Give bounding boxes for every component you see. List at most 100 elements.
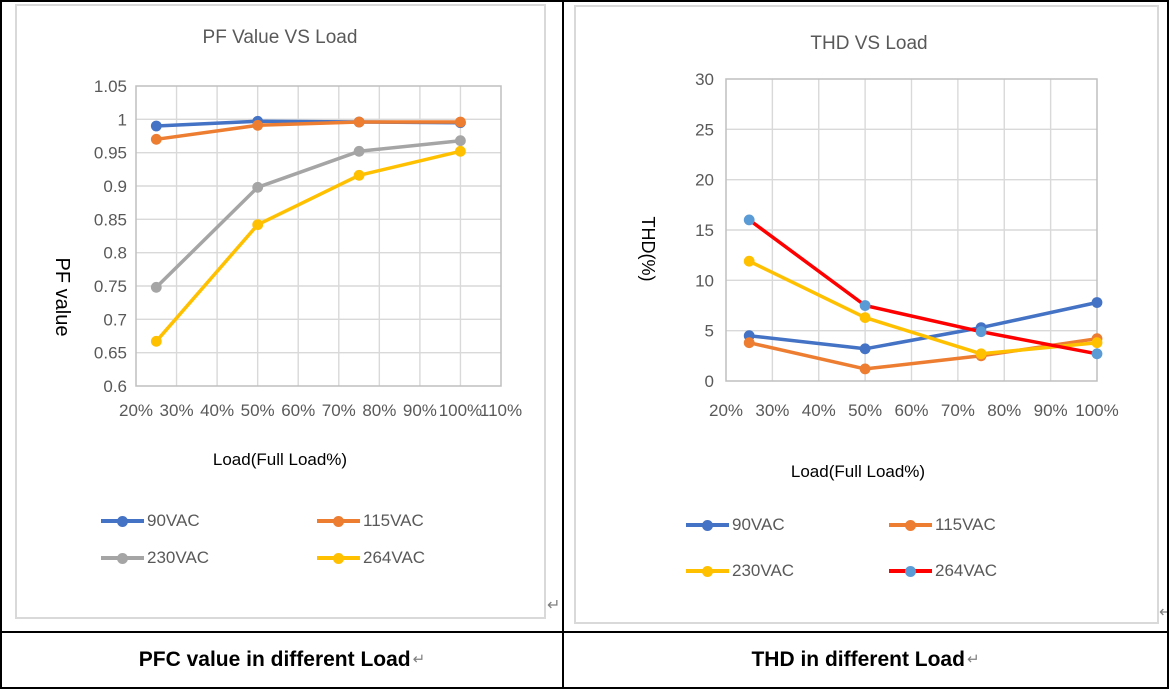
series-marker-115vac (150, 133, 162, 145)
x-axis-title: Load(Full Load%) (791, 462, 925, 481)
series-marker-230vac (150, 281, 162, 293)
series-marker-230vac (1091, 337, 1103, 349)
pf-chart-frame[interactable]: 0.6 0.65 0.7 0.75 0.8 0.85 0.9 0.95 1 1.05 20% 30% 4… (15, 4, 546, 619)
legend-marker-icon (117, 515, 128, 527)
pfc-caption-cell: PFC value in different Load ↵ (2, 633, 562, 687)
legend-label: 90VAC (147, 511, 200, 530)
series-marker-90vac (859, 343, 871, 355)
x-tick-label: 30% (160, 401, 194, 420)
series-line-90vac (747, 300, 1099, 351)
x-tick-label: 100% (1075, 401, 1118, 420)
legend-line (686, 565, 729, 577)
legend-label: 264VAC (363, 548, 426, 567)
x-tick-label: 90% (403, 401, 437, 420)
y-tick-label: 0.85 (94, 210, 127, 229)
series-line-230vac (154, 138, 463, 290)
y-tick-label: 25 (695, 120, 714, 139)
y-tick-label: 0.7 (103, 310, 127, 329)
x-tick-label: 50% (241, 401, 275, 420)
x-tick-label: 80% (362, 401, 396, 420)
thd-chart-frame[interactable]: 0 5 10 15 20 25 30 20% 30% 40% 50% 60% 70% 80% 90% 100%… (574, 5, 1159, 624)
thd-vs-load-plot: 0 5 10 15 20 25 30 20% 30% 40% 50% 60% 70% 80% 90% 100%… (638, 33, 1119, 481)
legend-label: 264VAC (935, 561, 998, 580)
legend-line (317, 515, 360, 527)
y-tick-label: 20 (695, 171, 714, 190)
series-marker-115vac (353, 116, 365, 128)
y-tick-label: 0.9 (103, 177, 127, 196)
y-tick-label: 0.8 (103, 244, 127, 263)
y-tick-label: 0.75 (94, 277, 127, 296)
legend-marker-icon (333, 552, 344, 564)
legend-item-264vac: 264VAC (317, 548, 425, 567)
x-tick-label: 30% (755, 401, 789, 420)
legend-label: 115VAC (935, 515, 996, 534)
x-tick-label: 100% (439, 401, 482, 420)
series-marker-264vac (1091, 348, 1103, 360)
return-mark: ↵ (547, 597, 561, 614)
x-tick-label: 80% (987, 401, 1021, 420)
caption-row: PFC value in different Load ↵ THD in dif… (2, 631, 1167, 687)
x-tick-label: 40% (802, 401, 836, 420)
y-axis-title: THD(%) (638, 217, 658, 282)
y-tick-label: 0.65 (94, 344, 127, 363)
series-marker-90vac (150, 120, 162, 132)
series-marker-230vac (252, 181, 264, 193)
legend-item-90vac: 90VAC (101, 511, 200, 530)
series-line-115vac (154, 120, 463, 142)
series-marker-230vac (743, 255, 755, 267)
x-tick-label: 20% (709, 401, 743, 420)
legend-item-115vac: 115VAC (889, 515, 996, 534)
legend-label: 230VAC (732, 561, 795, 580)
x-tick-label: 50% (848, 401, 882, 420)
x-tick-label: 90% (1034, 401, 1068, 420)
legend-label: 115VAC (363, 511, 424, 530)
x-tick-label: 40% (200, 401, 234, 420)
return-mark: ↵ (966, 651, 980, 668)
legend-marker-icon (905, 519, 916, 531)
table-column-divider (562, 2, 564, 687)
y-tick-label: 0 (705, 372, 714, 391)
y-tick-label: 10 (695, 271, 714, 290)
legend-label: 230VAC (147, 548, 210, 567)
return-mark: ↵ (412, 651, 426, 668)
y-tick-label: 0.6 (103, 377, 127, 396)
x-tick-label: 20% (119, 401, 153, 420)
legend-item-90vac: 90VAC (686, 515, 785, 534)
series-marker-264vac (353, 169, 365, 181)
series-marker-264vac (150, 335, 162, 347)
series-line-230vac (747, 259, 1099, 356)
series-line-264vac (154, 149, 463, 344)
x-tick-label: 60% (281, 401, 315, 420)
legend-line (101, 552, 144, 564)
legend-marker-icon (117, 552, 128, 564)
series-marker-90vac (1091, 297, 1103, 308)
thd-caption-text: THD in different Load (751, 648, 965, 671)
series-marker-115vac (743, 337, 755, 349)
series-marker-264vac (859, 300, 871, 311)
legend-marker-icon (905, 565, 916, 577)
plot-border (725, 78, 1098, 382)
y-tick-label: 1 (118, 110, 127, 129)
legend-item-230vac: 230VAC (101, 548, 209, 567)
y-axis-title: PF value (51, 258, 73, 337)
series-marker-230vac (859, 312, 871, 323)
x-axis-title: Load(Full Load%) (213, 450, 347, 469)
series-line-264vac (747, 218, 1099, 356)
legend-item-264vac: 264VAC (889, 561, 997, 580)
series-marker-230vac (353, 145, 365, 157)
series-marker-230vac (455, 135, 466, 147)
x-tick-label: 60% (894, 401, 928, 420)
pfc-caption-text: PFC value in different Load (138, 648, 411, 671)
y-tick-label: 5 (705, 322, 714, 341)
y-tick-label: 15 (695, 221, 714, 240)
legend-line (889, 519, 932, 531)
series-marker-115vac (252, 119, 264, 131)
legend-label: 90VAC (732, 515, 785, 534)
series-marker-264vac (252, 219, 264, 231)
legend-item-115vac: 115VAC (317, 511, 424, 530)
legend-marker-icon (702, 565, 713, 577)
legend-line (889, 565, 932, 577)
thd-caption-cell: THD in different Load ↵ (564, 633, 1167, 687)
series-marker-264vac (743, 214, 755, 226)
